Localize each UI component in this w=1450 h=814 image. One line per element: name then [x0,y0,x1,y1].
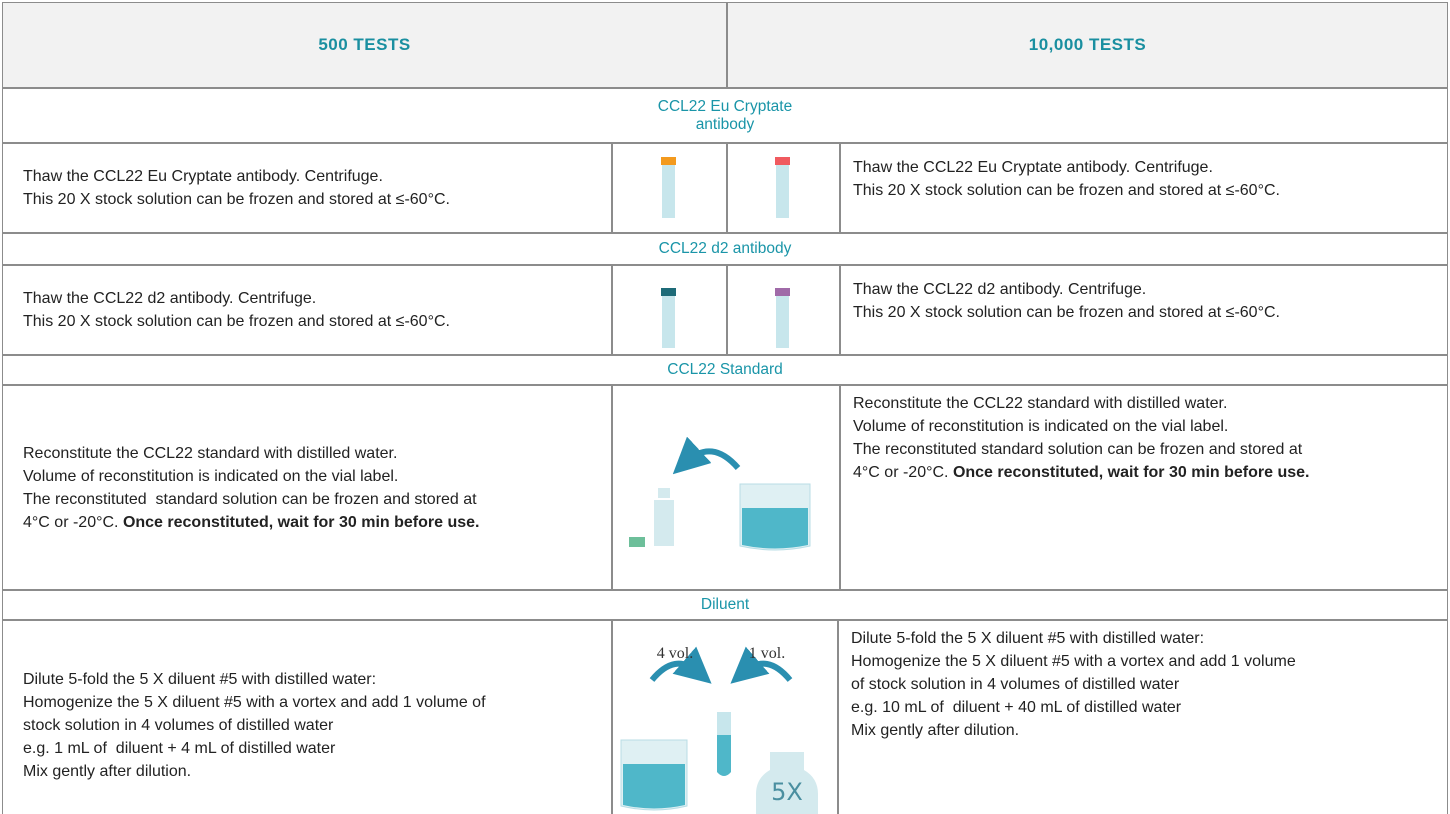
figure-label: 5X [771,778,803,806]
text-line: 4°C or -20°C. Once reconstituted, wait f… [23,511,611,534]
figure-label: 4 vol. [657,645,693,662]
text-line: Thaw the CCL22 d2 antibody. Centrifuge. [23,287,611,310]
figure-cell [612,143,727,233]
section-title: CCL22 d2 antibody [2,233,1448,265]
text-run: This 20 X stock solution can be frozen a… [853,304,1280,321]
figure-cell [727,265,840,355]
text-line: Reconstitute the CCL22 standard with dis… [23,442,611,465]
text-line: The reconstituted standard solution can … [23,488,611,511]
tube [775,288,790,348]
text-line: Mix gently after dilution. [23,760,611,783]
text-line: This 20 X stock solution can be frozen a… [853,179,1447,202]
text-run: Homogenize the 5 X diluent #5 with a vor… [23,693,486,711]
text-run: 4°C or -20°C. [853,464,953,481]
instruction-cell: Thaw the CCL22 d2 antibody. Centrifuge. T… [840,265,1448,355]
text-line: Dilute 5-fold the 5 X diluent #5 with di… [23,668,611,691]
text-line: 4°C or -20°C. Once reconstituted, wait f… [853,461,1447,484]
text-run: This 20 X stock solution can be frozen a… [23,313,450,330]
text-line: Mix gently after dilution. [851,719,1447,742]
text-run: Thaw the CCL22 Eu Cryptate antibody. Cen… [853,159,1213,176]
text-line: This 20 X stock solution can be frozen a… [23,310,611,333]
text-run: Thaw the CCL22 d2 antibody. Centrifuge. [23,290,317,307]
instruction-cell: Reconstitute the CCL22 standard with dis… [840,385,1448,590]
text-run: This 20 X stock solution can be frozen a… [23,191,450,208]
text-line: stock solution in 4 volumes of distilled… [23,714,611,737]
text-run: Thaw the CCL22 Eu Cryptate antibody. Cen… [23,168,383,185]
text-run: The reconstituted standard solution can … [853,441,1303,458]
text-run: Dilute 5-fold the 5 X diluent #5 with di… [23,670,377,688]
tube [661,288,676,348]
text-line: e.g. 10 mL of diluent + 40 mL of distill… [851,696,1447,719]
text-run: Homogenize the 5 X diluent #5 with a vor… [851,653,1296,670]
text-line: This 20 X stock solution can be frozen a… [23,188,611,211]
text-run: Mix gently after dilution. [851,722,1020,739]
diluent-figure [620,646,818,814]
instruction-cell: Thaw the CCL22 Eu Cryptate antibody. Cen… [2,143,612,233]
text-line: The reconstituted standard solution can … [853,438,1447,461]
section-title: CCL22 Standard [2,355,1448,385]
text-line: Volume of reconstitution is indicated on… [23,465,611,488]
tube [775,157,790,218]
column-header: 500 TESTS [2,2,727,88]
text-run: Thaw the CCL22 d2 antibody. Centrifuge. [853,281,1147,298]
text-run: This 20 X stock solution can be frozen a… [853,182,1280,199]
text-run: of stock solution in 4 volumes of distil… [851,676,1180,693]
text-run: Reconstitute the CCL22 standard with dis… [853,395,1228,412]
text-run: Once reconstituted, wait for 30 min befo… [952,464,1310,481]
standard-figure [629,436,811,551]
figure-cell [727,143,840,233]
figure-cell [612,385,840,590]
text-line: Thaw the CCL22 Eu Cryptate antibody. Cen… [853,156,1447,179]
text-line: e.g. 1 mL of diluent + 4 mL of distilled… [23,737,611,760]
instruction-cell: Thaw the CCL22 d2 antibody. Centrifuge. T… [2,265,612,355]
section-title: CCL22 Eu Cryptate antibody [2,88,1448,143]
text-run: 4°C or -20°C. [23,513,123,531]
instruction-cell: Thaw the CCL22 Eu Cryptate antibody. Cen… [840,143,1448,233]
text-line: Reconstitute the CCL22 standard with dis… [853,392,1447,415]
figure-label: 1 vol. [749,645,785,662]
instruction-cell: Reconstitute the CCL22 standard with dis… [2,385,612,590]
text-line: Thaw the CCL22 d2 antibody. Centrifuge. [853,278,1447,301]
text-run: Once reconstituted, wait for 30 min befo… [122,513,480,531]
instruction-cell: Dilute 5-fold the 5 X diluent #5 with di… [2,620,612,814]
column-header: 10,000 TESTS [727,2,1448,88]
text-run: Volume of reconstitution is indicated on… [853,418,1229,435]
text-run: e.g. 10 mL of diluent + 40 mL of distill… [851,699,1182,716]
text-run: Reconstitute the CCL22 standard with dis… [23,444,398,462]
text-line: Homogenize the 5 X diluent #5 with a vor… [23,691,611,714]
section-title: Diluent [2,590,1448,620]
text-line: of stock solution in 4 volumes of distil… [851,673,1447,696]
text-run: Dilute 5-fold the 5 X diluent #5 with di… [851,630,1205,647]
tube [661,157,676,218]
text-run: The reconstituted standard solution can … [23,490,477,508]
text-line: This 20 X stock solution can be frozen a… [853,301,1447,324]
instruction-cell: Dilute 5-fold the 5 X diluent #5 with di… [838,620,1448,814]
figure-cell [612,620,838,814]
text-run: stock solution in 4 volumes of distilled… [23,716,334,734]
text-run: Volume of reconstitution is indicated on… [23,467,399,485]
text-run: e.g. 1 mL of diluent + 4 mL of distilled… [23,739,336,757]
text-line: Homogenize the 5 X diluent #5 with a vor… [851,650,1447,673]
text-line: Volume of reconstitution is indicated on… [853,415,1447,438]
text-line: Dilute 5-fold the 5 X diluent #5 with di… [851,627,1447,650]
text-line: Thaw the CCL22 Eu Cryptate antibody. Cen… [23,165,611,188]
figure-cell [612,265,727,355]
text-run: Mix gently after dilution. [23,762,192,780]
